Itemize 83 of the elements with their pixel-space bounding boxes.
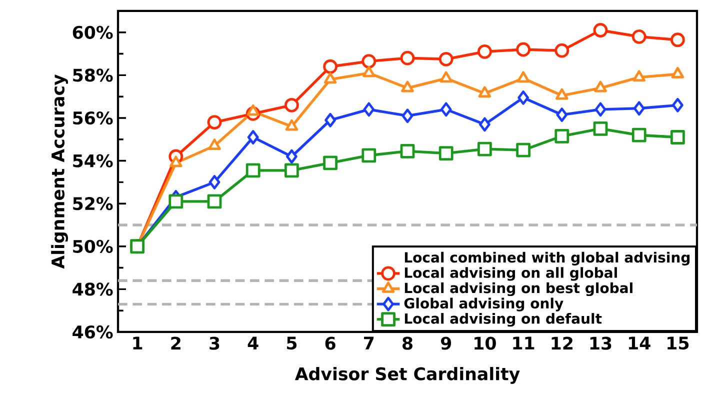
point: [362, 54, 376, 68]
point: [556, 108, 568, 122]
point: [284, 98, 299, 112]
y-tick-label: 52%: [73, 197, 113, 210]
point: [400, 144, 415, 158]
x-tick-label: 9: [440, 336, 452, 350]
y-axis-title: Alignment Accuracy: [51, 74, 68, 269]
point: [208, 138, 221, 150]
legend-label: Global advising only: [404, 298, 564, 312]
point: [362, 148, 376, 163]
point: [479, 117, 490, 132]
point: [286, 149, 298, 164]
point: [672, 98, 684, 112]
point: [247, 130, 259, 144]
x-tick-label: 4: [248, 336, 258, 350]
point: [478, 86, 492, 98]
x-tick-label: 15: [668, 336, 689, 350]
x-tick-label: 3: [210, 336, 220, 350]
point: [554, 128, 570, 144]
y-tick-label: 46%: [72, 325, 113, 339]
point: [518, 90, 529, 105]
x-tick-label: 12: [552, 336, 572, 350]
x-tick-label: 7: [364, 336, 374, 350]
x-tick-label: 10: [474, 336, 496, 350]
point: [556, 88, 568, 100]
y-tick-label: 58%: [73, 68, 113, 82]
point: [401, 80, 414, 92]
point: [632, 29, 646, 44]
point: [516, 42, 530, 57]
x-axis-title: Advisor Set Cardinality: [294, 366, 520, 384]
legend-label: Local advising on all global: [404, 267, 617, 281]
point: [632, 70, 646, 82]
x-tick-label: 2: [171, 336, 180, 350]
point: [516, 71, 530, 83]
point: [633, 101, 645, 116]
x-tick-label: 6: [325, 336, 336, 350]
point: [593, 23, 608, 38]
point: [594, 102, 606, 117]
point: [362, 66, 376, 78]
point: [594, 80, 607, 92]
point: [284, 163, 299, 178]
y-tick-label: 56%: [73, 111, 113, 125]
point: [170, 156, 182, 168]
y-tick-label: 48%: [72, 282, 113, 296]
point: [440, 71, 452, 83]
point: [670, 32, 685, 48]
point: [671, 66, 684, 78]
legend-label: Local advising on best global: [404, 282, 632, 296]
point: [440, 102, 452, 117]
point: [207, 194, 222, 209]
x-tick-label: 1: [133, 336, 142, 350]
y-tick-label: 50%: [73, 240, 113, 253]
point: [323, 59, 338, 74]
point: [478, 44, 492, 59]
point: [402, 108, 414, 124]
y-tick-label: 60%: [72, 26, 113, 39]
point: [324, 112, 336, 128]
point: [438, 52, 454, 66]
point: [246, 163, 260, 178]
point: [168, 194, 184, 209]
legend-title: Local combined with global advising: [404, 252, 690, 266]
legend-label: Local advising on default: [404, 313, 602, 327]
point: [554, 43, 570, 58]
point: [670, 130, 685, 144]
y-tick-label: 54%: [73, 154, 113, 168]
point: [632, 128, 646, 142]
x-tick-label: 5: [287, 336, 297, 350]
point: [285, 119, 298, 131]
x-tick-label: 13: [590, 336, 612, 350]
x-tick-label: 14: [629, 336, 650, 350]
point: [207, 115, 222, 130]
point: [438, 146, 454, 160]
point: [593, 121, 608, 136]
point: [363, 102, 375, 117]
point: [400, 50, 415, 66]
point: [516, 142, 530, 158]
point: [208, 174, 220, 190]
point: [324, 72, 337, 84]
point: [246, 104, 260, 116]
x-tick-label: 11: [513, 336, 534, 350]
point: [478, 142, 492, 156]
x-tick-label: 8: [402, 336, 412, 350]
point: [323, 156, 338, 170]
